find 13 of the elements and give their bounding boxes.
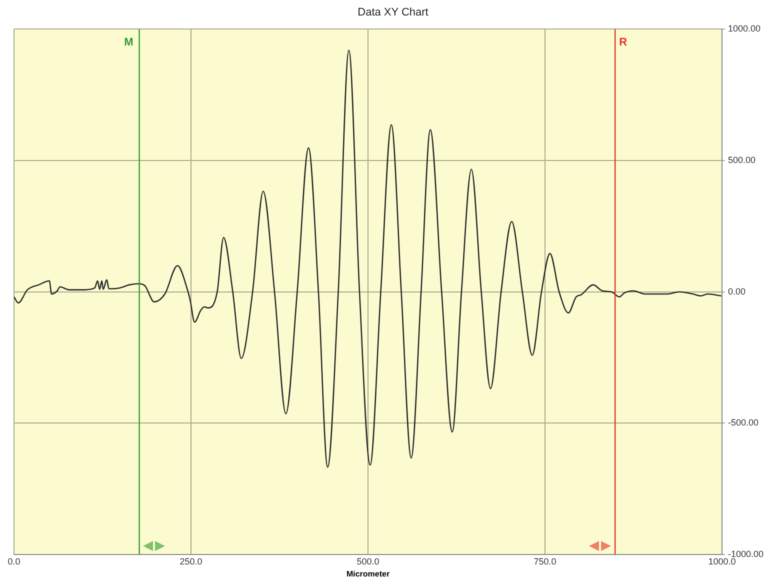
ref-line-label: M	[124, 36, 134, 49]
ref-line-label: R	[619, 36, 628, 49]
chart-title: Data XY Chart	[358, 6, 428, 19]
y-tick-label: 500.00	[728, 155, 756, 166]
y-tick-label: 1000.00	[728, 24, 761, 34]
line-series	[14, 50, 722, 468]
x-tick-label: 750.0	[534, 556, 556, 566]
x-axis-title: Micrometer	[346, 569, 390, 578]
x-tick-label: 250.0	[180, 556, 202, 566]
x-tick-label: 500.0	[356, 556, 380, 566]
y-tick-label: -500.00	[728, 418, 759, 428]
y-tick-label: 0.00	[728, 286, 746, 296]
x-tick-label: 0.0	[8, 556, 20, 566]
